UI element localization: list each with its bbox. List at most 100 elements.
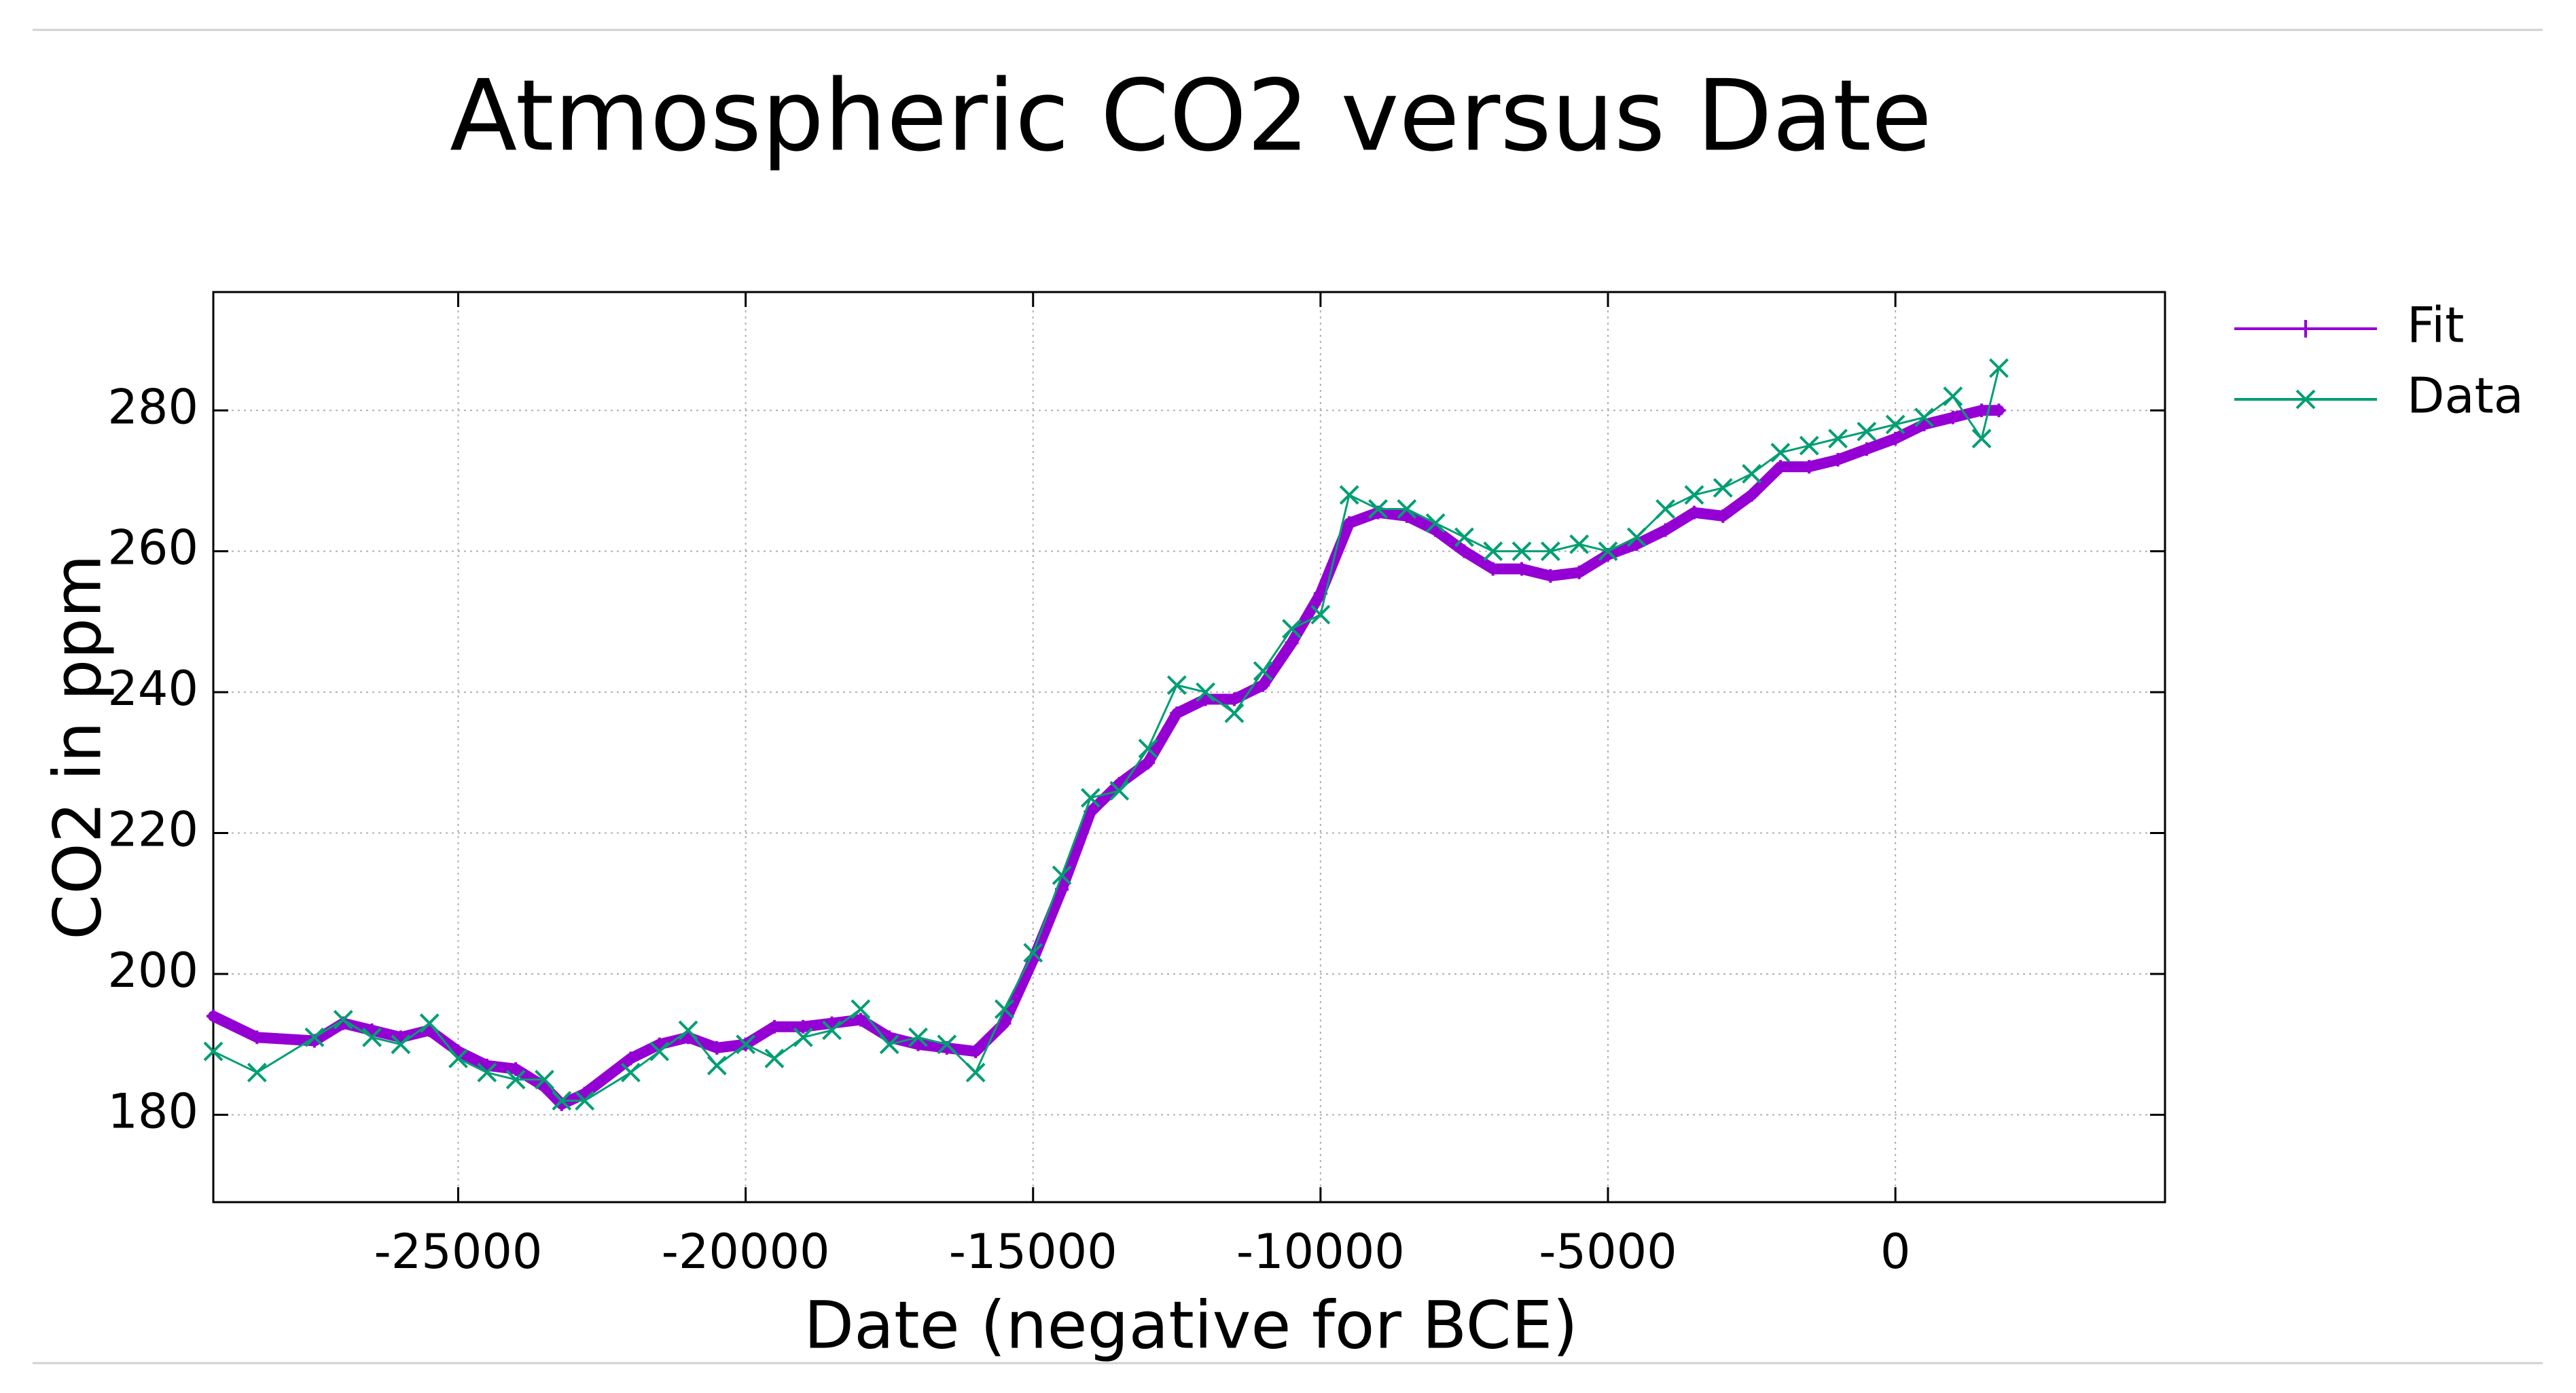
marker-plus	[1515, 562, 1529, 576]
marker-plus	[1859, 442, 1874, 456]
marker-plus	[1227, 692, 1241, 706]
series-line	[212, 367, 2000, 1102]
y-tick-label: 260	[107, 520, 198, 576]
marker-cross	[1684, 485, 1704, 505]
marker-cross	[1397, 499, 1417, 519]
marker-plus	[1486, 562, 1500, 576]
marker-plus	[1802, 460, 1817, 474]
marker-plus	[1342, 516, 1357, 530]
series-line	[208, 405, 2005, 1110]
x-axis-label: Date (negative for BCE)	[804, 1287, 1578, 1363]
marker-cross	[1598, 541, 1618, 562]
marker-plus	[911, 1037, 925, 1051]
marker-cross	[1989, 358, 2009, 378]
x-tick-label: -5000	[1539, 1224, 1677, 1280]
marker-cross	[1368, 499, 1388, 519]
marker-plus	[1773, 460, 1787, 474]
marker-plus	[393, 1030, 408, 1045]
marker-cross	[1023, 943, 1043, 963]
marker-cross	[1799, 435, 1819, 456]
marker-plus	[1630, 537, 1644, 551]
marker-cross	[1224, 703, 1245, 723]
marker-cross	[552, 1091, 572, 1111]
marker-plus	[652, 1037, 666, 1051]
marker-cross	[908, 1027, 928, 1047]
marker-cross	[1310, 604, 1331, 625]
marker-cross	[505, 1070, 526, 1089]
marker-plus	[1572, 565, 1586, 579]
marker-cross	[1971, 429, 1992, 449]
marker-plus	[969, 1045, 983, 1059]
marker-cross	[822, 1020, 842, 1041]
y-tick-label: 180	[107, 1083, 198, 1139]
x-tick-label: -20000	[662, 1224, 830, 1280]
marker-cross	[203, 1041, 223, 1062]
marker-cross	[391, 1034, 411, 1055]
marker-cross	[247, 1062, 267, 1083]
marker-cross	[793, 1027, 813, 1047]
marker-plus	[767, 1019, 781, 1034]
marker-cross	[764, 1049, 785, 1068]
marker-cross	[477, 1062, 497, 1083]
marker-cross	[1454, 527, 1474, 547]
marker-cross	[937, 1034, 957, 1055]
marker-plus	[509, 1062, 523, 1076]
marker-plus	[624, 1051, 638, 1066]
marker-cross	[1138, 738, 1158, 759]
marker-cross	[2295, 389, 2316, 410]
x-tick-label: -25000	[374, 1224, 543, 1280]
marker-cross	[304, 1027, 325, 1047]
marker-plus	[853, 1013, 867, 1027]
marker-plus	[250, 1030, 264, 1045]
x-tick-label: -10000	[1236, 1224, 1405, 1280]
marker-cross	[1109, 780, 1130, 801]
marker-plus	[1170, 706, 1184, 721]
y-tick-label: 220	[107, 802, 198, 858]
marker-cross	[851, 999, 871, 1019]
y-tick-label: 280	[107, 379, 198, 435]
marker-cross	[995, 999, 1014, 1019]
marker-plus	[1946, 410, 1960, 424]
y-tick-label: 240	[107, 661, 198, 717]
marker-plus	[2297, 320, 2314, 338]
marker-plus	[1256, 678, 1270, 692]
marker-cross	[1828, 429, 1848, 449]
marker-cross	[1540, 541, 1560, 562]
marker-cross	[535, 1070, 554, 1089]
y-axis-label: CO2 in ppm	[39, 554, 115, 940]
marker-plus	[997, 1016, 1012, 1030]
marker-cross	[1713, 477, 1733, 498]
x-tick-label: -15000	[949, 1224, 1117, 1280]
marker-cross	[1080, 788, 1101, 808]
marker-plus	[1658, 523, 1672, 537]
marker-plus	[1687, 505, 1701, 520]
marker-plus	[1198, 692, 1213, 706]
marker-plus	[825, 1016, 839, 1030]
marker-cross	[965, 1062, 986, 1083]
marker-plus	[1889, 431, 1903, 446]
x-tick-label: 0	[1880, 1224, 1911, 1280]
marker-cross	[333, 1009, 353, 1030]
marker-cross	[1052, 865, 1072, 886]
marker-plus	[710, 1041, 724, 1055]
marker-cross	[362, 1027, 382, 1047]
marker-cross	[1339, 485, 1359, 505]
marker-plus	[480, 1058, 494, 1072]
marker-plus	[207, 1009, 220, 1024]
marker-plus	[1141, 755, 1155, 770]
marker-cross	[1770, 443, 1791, 463]
chart-title: Atmospheric CO2 versus Date	[450, 59, 1932, 174]
marker-cross	[649, 1041, 670, 1062]
marker-cross	[1253, 661, 1273, 681]
marker-plus	[1457, 544, 1471, 558]
marker-cross	[419, 1013, 440, 1033]
marker-cross	[1166, 675, 1187, 695]
marker-cross	[1196, 682, 1216, 702]
marker-cross	[1282, 619, 1302, 639]
marker-plus	[1992, 403, 2006, 418]
marker-cross	[1626, 527, 1647, 547]
marker-plus	[796, 1019, 810, 1034]
marker-cross	[575, 1091, 595, 1111]
marker-cross	[1742, 464, 1761, 484]
